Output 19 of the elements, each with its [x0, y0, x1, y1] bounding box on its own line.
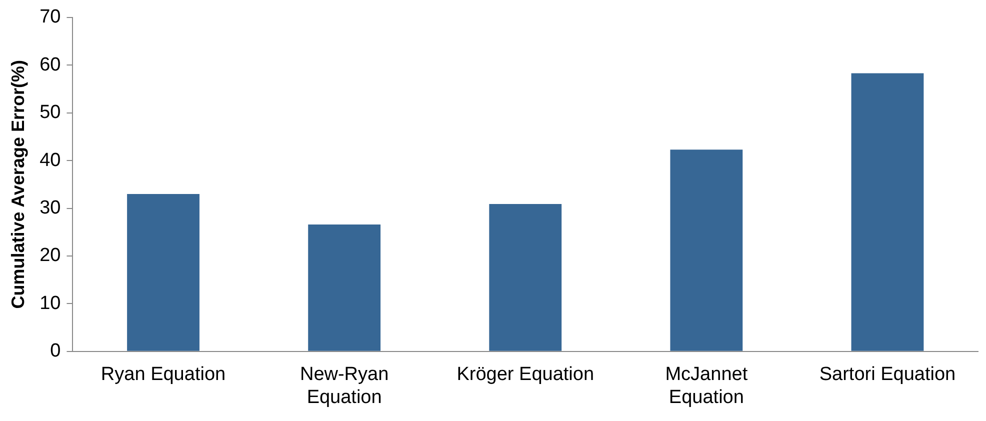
y-tick-label: 0 [50, 340, 61, 362]
y-tick-label: 10 [40, 292, 61, 314]
y-tick-label: 20 [40, 245, 61, 266]
y-tick-label: 60 [40, 54, 61, 76]
x-tick-label: McJannet Equation [665, 364, 748, 408]
bar [308, 224, 381, 351]
x-tick-label: Kröger Equation [456, 364, 594, 386]
y-tick-label: 50 [40, 102, 61, 124]
bar [670, 150, 743, 351]
y-tick-label: 40 [40, 150, 61, 171]
bar [489, 204, 562, 351]
x-tick-label: Ryan Equation [100, 364, 226, 386]
bar [127, 194, 200, 351]
y-tick-label: 30 [40, 197, 61, 218]
x-tick-label: New-Ryan Equation [300, 364, 389, 408]
bar [851, 73, 924, 351]
x-tick-label: Sartori Equation [819, 364, 956, 386]
y-axis-title: Cumulative Average Error(%) [8, 60, 28, 309]
y-tick-label: 70 [40, 6, 61, 28]
